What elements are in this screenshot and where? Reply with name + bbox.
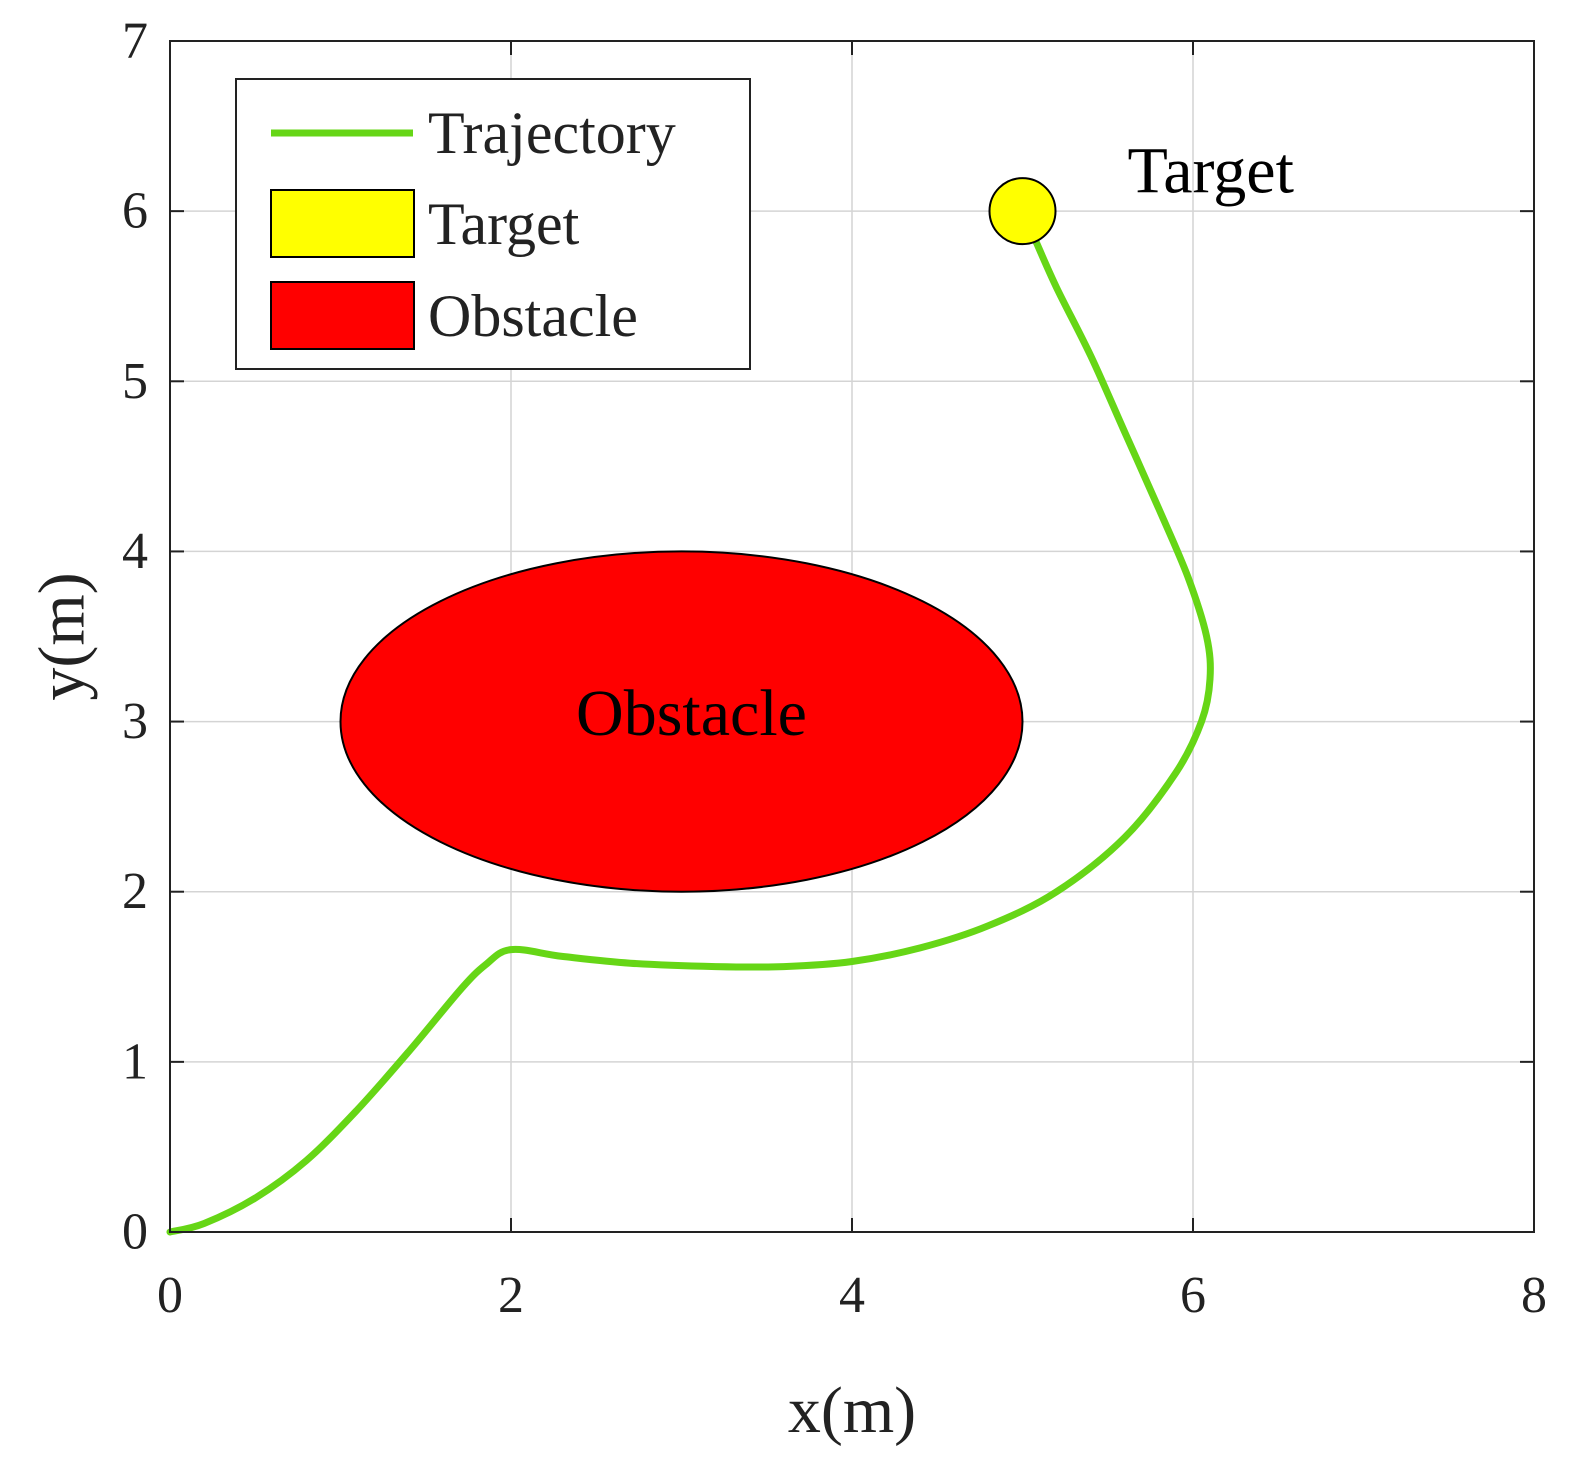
y-tick-label: 1 [122, 1033, 148, 1090]
y-tick-label: 2 [122, 863, 148, 920]
target-annotation: Target [1128, 135, 1294, 208]
y-axis-label: y(m) [26, 572, 99, 700]
legend-swatch-target [270, 189, 415, 258]
obstacle-ellipse [339, 550, 1024, 893]
y-tick-label: 3 [122, 693, 148, 750]
legend: Trajectory Target Obstacle [235, 78, 751, 370]
legend-swatch-obstacle [270, 281, 415, 350]
x-tick-label: 4 [839, 1267, 865, 1324]
x-tick-label: 2 [498, 1267, 524, 1324]
legend-label: Trajectory [428, 100, 676, 166]
obstacle-annotation: Obstacle [576, 677, 807, 750]
trajectory-line [166, 238, 1214, 1236]
axis-ticks: 0 2 4 6 8 0 1 2 3 4 5 6 7 [122, 13, 1547, 1325]
obstacle-layer: Obstacle [339, 550, 1024, 893]
x-tick-label: 8 [1521, 1267, 1547, 1324]
y-tick-label: 5 [122, 353, 148, 410]
y-tick-label: 6 [122, 183, 148, 240]
target-marker [988, 177, 1057, 246]
y-tick-label: 7 [122, 13, 148, 70]
target-layer: Target [988, 135, 1294, 246]
legend-label: Obstacle [428, 283, 638, 349]
x-axis-label: x(m) [788, 1374, 916, 1447]
x-tick-label: 0 [157, 1267, 183, 1324]
series-layer [166, 238, 1214, 1236]
x-tick-label: 6 [1180, 1267, 1206, 1324]
y-tick-label: 0 [122, 1204, 148, 1261]
legend-label: Target [428, 191, 580, 257]
y-tick-label: 4 [122, 523, 148, 580]
